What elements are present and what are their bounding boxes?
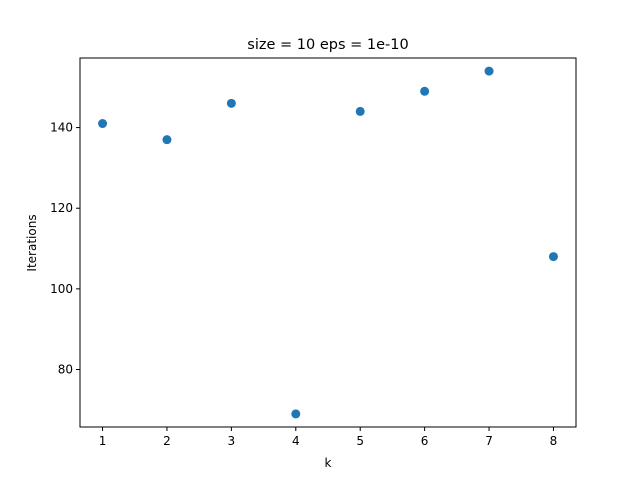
y-tick-label: 100 bbox=[50, 282, 73, 296]
data-point bbox=[420, 86, 430, 96]
data-point bbox=[162, 135, 172, 145]
data-point bbox=[98, 119, 108, 129]
data-points bbox=[98, 66, 558, 419]
x-tick-label: 6 bbox=[421, 434, 429, 448]
x-tick-label: 4 bbox=[292, 434, 300, 448]
x-tick-label: 3 bbox=[228, 434, 236, 448]
x-tick-label: 8 bbox=[550, 434, 558, 448]
y-tick-label: 140 bbox=[50, 121, 73, 135]
y-axis-label: Iterations bbox=[25, 214, 39, 271]
data-point bbox=[291, 409, 301, 419]
data-point bbox=[484, 66, 494, 76]
plot-area-frame bbox=[79, 57, 577, 428]
x-tick-label: 2 bbox=[163, 434, 171, 448]
data-point bbox=[226, 98, 236, 108]
y-tick-label: 120 bbox=[50, 201, 73, 215]
x-axis-ticks: 1 2 3 4 5 6 7 8 bbox=[99, 427, 558, 448]
data-point bbox=[548, 252, 558, 262]
x-axis-label: k bbox=[325, 456, 332, 470]
chart-title: size = 10 eps = 1e-10 bbox=[247, 37, 408, 53]
x-tick-label: 7 bbox=[485, 434, 493, 448]
x-tick-label: 1 bbox=[99, 434, 107, 448]
y-axis-ticks: 80 100 120 140 bbox=[50, 121, 80, 377]
y-tick-label: 80 bbox=[58, 363, 73, 377]
data-point bbox=[355, 106, 365, 116]
x-tick-label: 5 bbox=[356, 434, 364, 448]
